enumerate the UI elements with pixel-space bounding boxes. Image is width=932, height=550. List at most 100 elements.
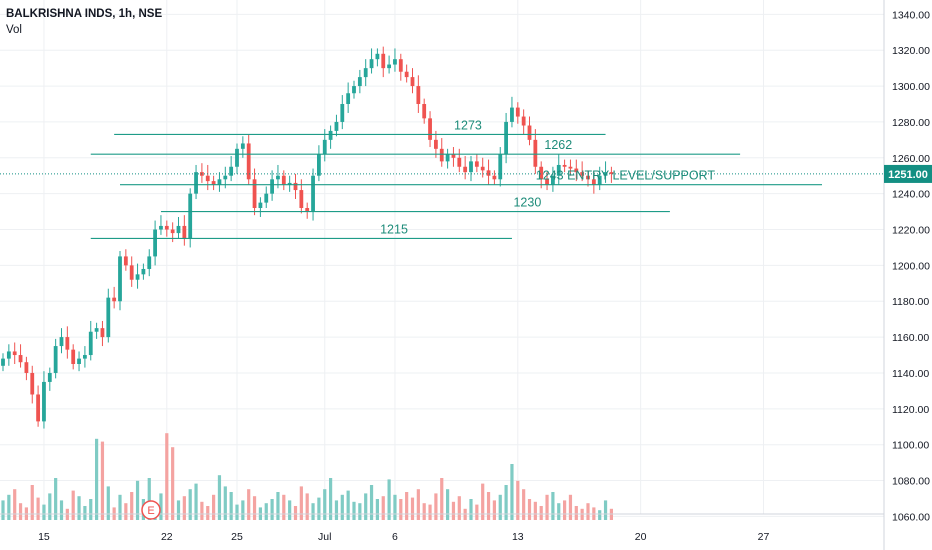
time-axis-tick-label: 27 — [758, 531, 770, 543]
candle — [287, 175, 292, 192]
candle — [363, 59, 368, 87]
price-axis-tick-label: 1300.00 — [892, 81, 930, 93]
candle — [357, 69, 362, 94]
candle-body — [346, 93, 351, 104]
time-axis-tick-label: 13 — [512, 531, 524, 543]
candle — [281, 170, 286, 191]
volume-bar — [533, 501, 537, 520]
volume-bar — [100, 441, 105, 520]
price-axis-tick-label: 1140.00 — [892, 368, 929, 380]
candle — [609, 166, 614, 183]
volume-bar — [422, 503, 426, 520]
volume-bar — [276, 492, 280, 520]
price-axis-tick-label: 1100.00 — [892, 440, 929, 452]
candle — [217, 172, 222, 192]
horizontal-level-label: 1262 — [544, 138, 572, 152]
candle — [498, 147, 503, 187]
volume-bar — [36, 497, 40, 520]
volume-bar — [71, 490, 75, 520]
candle — [510, 96, 514, 128]
candle-body — [129, 265, 134, 280]
volume-bar — [598, 510, 602, 520]
time-axis-tick-label: Jul — [318, 531, 331, 543]
volume-bar — [434, 493, 438, 520]
candle — [293, 173, 298, 200]
candle-body — [334, 121, 339, 131]
volume-bar — [399, 499, 403, 520]
candle-body — [474, 161, 479, 167]
volume-bar — [311, 503, 315, 520]
volume-bar — [48, 493, 52, 520]
candle-body — [1, 358, 5, 366]
candle — [47, 367, 52, 391]
candle-body — [539, 166, 544, 180]
candle — [480, 157, 485, 178]
volume-bar — [539, 506, 543, 520]
candle-body — [363, 68, 368, 78]
candle-body — [293, 182, 298, 191]
time-axis[interactable]: 15 22 25 Jul 6 13 20 27 — [38, 531, 769, 543]
volume-bar — [481, 483, 485, 520]
volume-bar — [106, 486, 110, 520]
candle — [591, 172, 596, 194]
volume-bar — [369, 485, 374, 520]
candle — [445, 148, 450, 169]
candle-body — [574, 168, 579, 173]
volume-bar — [340, 494, 344, 520]
volume-bar — [159, 493, 163, 520]
candle-body — [591, 179, 596, 185]
volume-bar — [457, 496, 461, 520]
candle — [492, 170, 497, 185]
candle-body — [188, 193, 193, 239]
candle-body — [428, 118, 432, 140]
volume-bar — [241, 500, 245, 520]
candle-body — [398, 59, 403, 72]
candle-body — [416, 86, 421, 104]
candle-body — [480, 166, 485, 171]
candle-body — [71, 349, 76, 364]
candle — [539, 161, 544, 189]
earnings-event-marker[interactable]: E — [141, 500, 161, 520]
candle — [545, 172, 549, 191]
candle — [6, 344, 11, 366]
volume-bar — [416, 489, 420, 520]
volume-bar — [229, 492, 233, 520]
volume-bar — [527, 499, 532, 520]
candle — [264, 186, 269, 208]
candle — [305, 202, 310, 219]
volume-bar — [264, 503, 268, 520]
candle — [18, 344, 23, 368]
candle-body — [112, 297, 117, 302]
candle — [36, 385, 40, 427]
candle-body — [229, 166, 234, 176]
volume-bar — [217, 475, 222, 520]
volume-bar — [451, 501, 456, 520]
candle — [200, 163, 204, 183]
event-markers[interactable]: E — [141, 500, 161, 520]
price-axis[interactable]: 1060.00 1080.00 1100.00 1120.00 1140.00 1160.… — [892, 9, 930, 523]
candle — [328, 125, 333, 149]
candle — [428, 111, 432, 148]
candle-body — [545, 179, 549, 185]
horizontal-levels[interactable]: 1273 1262 1243 ENTRY LEVEL/SUPPORT 1230 1215 — [0, 118, 884, 240]
volume-bar — [235, 504, 239, 520]
candle — [118, 251, 122, 311]
candle-body — [556, 164, 561, 176]
candle-body — [65, 337, 70, 350]
candle — [159, 215, 163, 235]
candle-body — [77, 358, 81, 364]
candle — [176, 216, 181, 239]
candle-body — [410, 77, 415, 87]
volume-bar — [147, 478, 151, 520]
candle-body — [205, 175, 210, 182]
candle-body — [551, 175, 555, 185]
candle-body — [53, 346, 58, 373]
candle — [311, 168, 315, 221]
candle — [194, 164, 198, 200]
volume-bar — [165, 433, 169, 520]
candle — [521, 109, 526, 135]
volume-bar — [498, 494, 502, 520]
candle-body — [521, 116, 526, 126]
last-price-badge: 1251.00 — [884, 164, 932, 183]
